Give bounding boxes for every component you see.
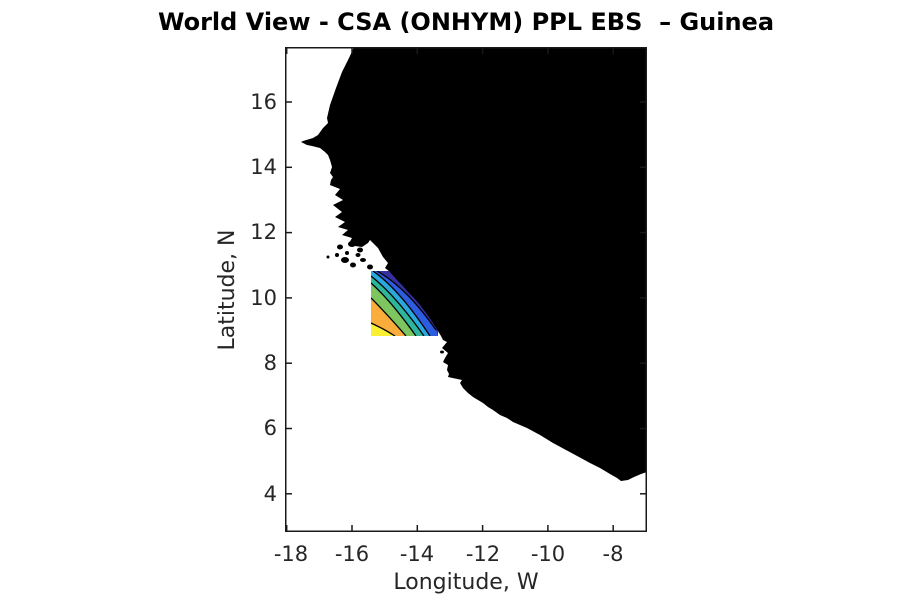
bijagos-islands [326,241,444,354]
x-ticks-bottom [285,525,614,531]
contour-lines [371,271,437,336]
map-plot-area [285,47,647,532]
x-tick-label: -12 [465,542,501,566]
y-axis-label: Latitude, N [215,229,240,351]
y-tick-label: 12 [250,220,277,244]
y-tick-label: 16 [250,90,277,114]
x-tick-label: -8 [602,542,624,566]
x-tick-label: -16 [334,542,370,566]
x-tick-label: -14 [399,542,435,566]
figure-title: World View - CSA (ONHYM) PPL EBS – Guine… [157,8,775,36]
x-axis-label: Longitude, W [393,570,539,595]
land-polygon [301,47,647,481]
y-tick-label: 10 [250,286,277,310]
y-tick-label: 8 [263,351,277,375]
y-ticks-right [640,101,646,495]
x-tick-label: -10 [530,542,566,566]
y-tick-label: 6 [263,416,277,440]
y-tick-label: 4 [263,482,277,506]
x-ticks-top [285,48,614,54]
y-ticks-left [286,101,292,495]
axis-box [285,47,647,532]
y-tick-label: 14 [250,155,277,179]
x-tick-label: -18 [273,542,309,566]
